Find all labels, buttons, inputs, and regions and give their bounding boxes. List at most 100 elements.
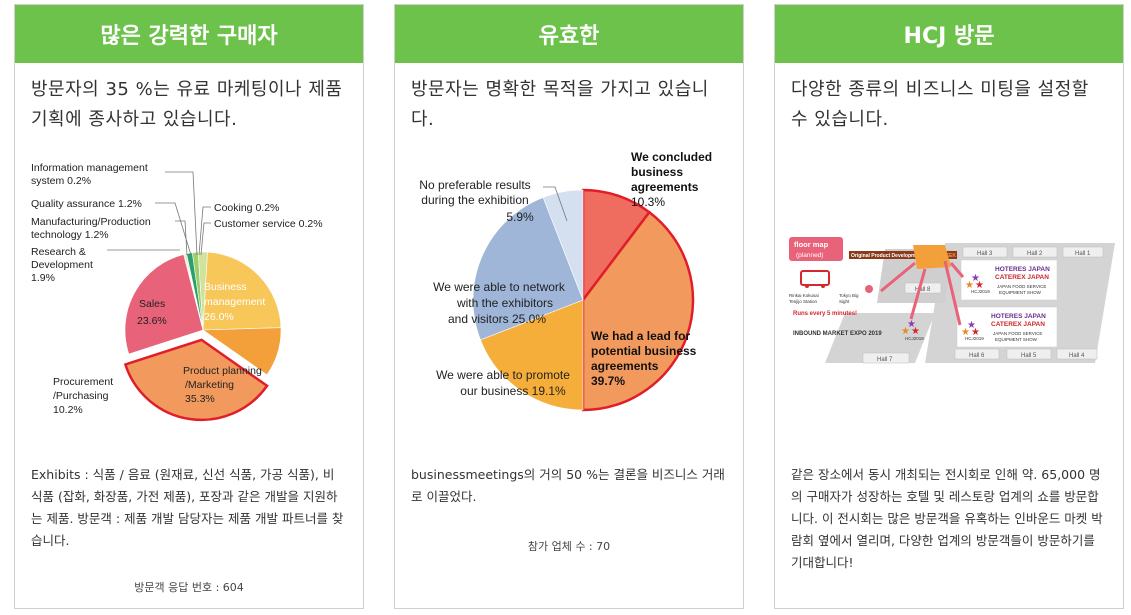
opd-label: Original Product Development	[851, 253, 923, 259]
hall-7-label: Hall 7	[877, 357, 893, 363]
label-business-mgmt-value: 26.0%	[204, 311, 234, 323]
floor-map-subtitle: (planned)	[796, 252, 823, 259]
label-quality-assurance: Quality assurance 1.2%	[31, 198, 142, 210]
hall-6-label: Hall 6	[969, 353, 985, 359]
label-procurement: Procurement	[53, 376, 113, 388]
pie-slice	[202, 251, 282, 331]
label-concluded-value: 10.3%	[631, 195, 665, 209]
label-manufacturing-value: technology 1.2%	[31, 229, 109, 241]
tokyo-label: Tokyo Big	[839, 293, 859, 298]
label-lead-3: agreements	[591, 359, 659, 373]
pie-chart-exhibitor-results: No preferable results during the exhibit…	[419, 150, 712, 412]
label-lead: We had a lead for	[591, 329, 690, 343]
card-body: Exhibits : 식품 / 음료 (원재료, 신선 식품, 가공 식품), …	[31, 467, 344, 548]
label-sales: Sales	[139, 298, 165, 310]
label-rd-2: Development	[31, 259, 93, 271]
hoteres-label: HOTERES JAPAN	[995, 266, 1050, 273]
card-lead: 방문자의 35 %는 유료 마케팅이나 제품 기획에 종사하고 있습니다.	[31, 79, 343, 130]
shuttle-note: Runs every 5 minutes!	[793, 311, 857, 317]
label-concluded-2: business	[631, 165, 683, 179]
card-body: businessmeetings의 거의 50 %는 결론을 비즈니스 거래로 …	[411, 467, 725, 504]
pie1-leader-lines	[107, 171, 211, 256]
star-icon: ★	[907, 319, 916, 330]
location-pin-icon	[865, 285, 873, 293]
star-icon: ★	[911, 326, 920, 337]
label-promote-value: our business 19.1%	[460, 384, 566, 398]
pie-slice	[542, 189, 584, 301]
pie-slice	[472, 197, 584, 341]
star-icon: ★	[901, 326, 910, 337]
label-no-preferable-2: during the exhibition	[421, 193, 528, 207]
pie-chart-visitor-roles: Information management system 0.2% Quali…	[31, 162, 323, 422]
label-no-preferable: No preferable results	[419, 178, 530, 192]
card-hcj-visit: HCJ 방문 다양한 종류의 비즈니스 미팅을 설정할 수 있습니다. Hall…	[774, 4, 1124, 609]
hall-5-label: Hall 5	[1021, 353, 1037, 359]
card-effective: 유효한 방문자는 명확한 목적을 가지고 있습니다. No preferable…	[394, 4, 744, 609]
caterex-label-2: CATEREX JAPAN	[991, 321, 1045, 328]
label-customer-service: Customer service 0.2%	[214, 218, 323, 230]
hall-2-label: Hall 2	[1027, 251, 1043, 257]
pie-slice	[202, 327, 282, 376]
star-icon: ★	[961, 327, 970, 338]
hoteres-label-2: HOTERES JAPAN	[991, 313, 1046, 320]
label-concluded: We concluded	[631, 150, 712, 164]
pie-slice	[581, 210, 695, 412]
rinkai-label: Rinkai Kokusai	[789, 293, 819, 298]
exhibitor-count: 참가 업체 수 : 70	[527, 540, 611, 553]
card-body: 같은 장소에서 동시 개최되는 전시회로 인해 약. 65,000 명의 구매자…	[791, 467, 1103, 570]
rinkai-label-2: Tenjijo Station	[789, 299, 818, 304]
hall-4-label: Hall 4	[1069, 353, 1085, 359]
label-promote: We were able to promote	[436, 368, 570, 382]
card-lead: 방문자는 명확한 목적을 가지고 있습니다.	[411, 79, 709, 130]
label-info-management: Information management	[31, 162, 148, 174]
card-title: 유효한	[395, 5, 743, 63]
star-icon: ★	[971, 327, 980, 338]
star-icon: ★	[971, 273, 980, 284]
label-business-mgmt: Business	[204, 281, 247, 293]
star-icon: ★	[967, 320, 976, 331]
label-business-mgmt-2: management	[204, 296, 265, 308]
route-arrows	[880, 260, 965, 326]
jfs-label-2: EQUIPMENT SHOW	[999, 290, 1042, 295]
jfs-label-4: EQUIPMENT SHOW	[995, 337, 1038, 342]
floor-map: Hall 3 Hall 2 Hall 1 Hall 6 Hall 5 Hall …	[789, 237, 1115, 364]
pie-slice	[480, 299, 584, 411]
star-icon: ★	[965, 280, 974, 291]
pie-slice	[123, 338, 269, 422]
jfs-label: JAPAN FOOD SERVICE	[997, 284, 1046, 289]
star-icon: ★	[975, 280, 984, 291]
pie2-leader-line	[543, 186, 568, 222]
jfs-label-3: JAPAN FOOD SERVICE	[993, 331, 1042, 336]
label-no-preferable-value: 5.9%	[506, 210, 534, 224]
label-procurement-value: 10.2%	[53, 404, 83, 416]
hcj-label: HCJ2019	[971, 289, 990, 294]
hcj-label-3: HCJ2019	[905, 336, 924, 341]
card-title: HCJ 방문	[775, 5, 1123, 63]
week-label: WEEK	[941, 253, 956, 259]
label-product-planning-2: /Marketing	[185, 379, 234, 391]
response-count: 방문객 응답 번호 : 604	[134, 581, 244, 594]
hall-8-label: Hall 8	[915, 287, 931, 293]
pie2-slices	[472, 188, 695, 412]
label-cooking: Cooking 0.2%	[214, 202, 279, 214]
label-product-planning: Product planning	[183, 365, 262, 377]
label-info-management-value: system 0.2%	[31, 175, 91, 187]
label-lead-2: potential business	[591, 344, 697, 358]
card-buyers: 많은 강력한 구매자 방문자의 35 %는 유료 마케팅이나 제품 기획에 종사…	[14, 4, 364, 609]
label-sales-value: 23.6%	[137, 315, 167, 327]
hall-3-label: Hall 3	[977, 251, 993, 257]
pie-slice	[124, 254, 204, 355]
inbound-label: INBOUND MARKET EXPO 2019	[793, 331, 882, 337]
label-rd-value: 1.9%	[31, 272, 55, 284]
hcj-label-2: HCJ2019	[965, 336, 984, 341]
label-procurement-2: /Purchasing	[53, 390, 109, 402]
pie1-slices	[123, 251, 282, 422]
label-lead-value: 39.7%	[591, 374, 625, 388]
label-product-planning-value: 35.3%	[185, 393, 215, 405]
label-rd: Research &	[31, 246, 86, 258]
floor-map-title: floor map	[794, 240, 829, 249]
tokyo-label-2: Sight	[839, 299, 850, 304]
caterex-label: CATEREX JAPAN	[995, 274, 1049, 281]
pie-slice	[581, 188, 652, 304]
label-concluded-3: agreements	[631, 180, 699, 194]
